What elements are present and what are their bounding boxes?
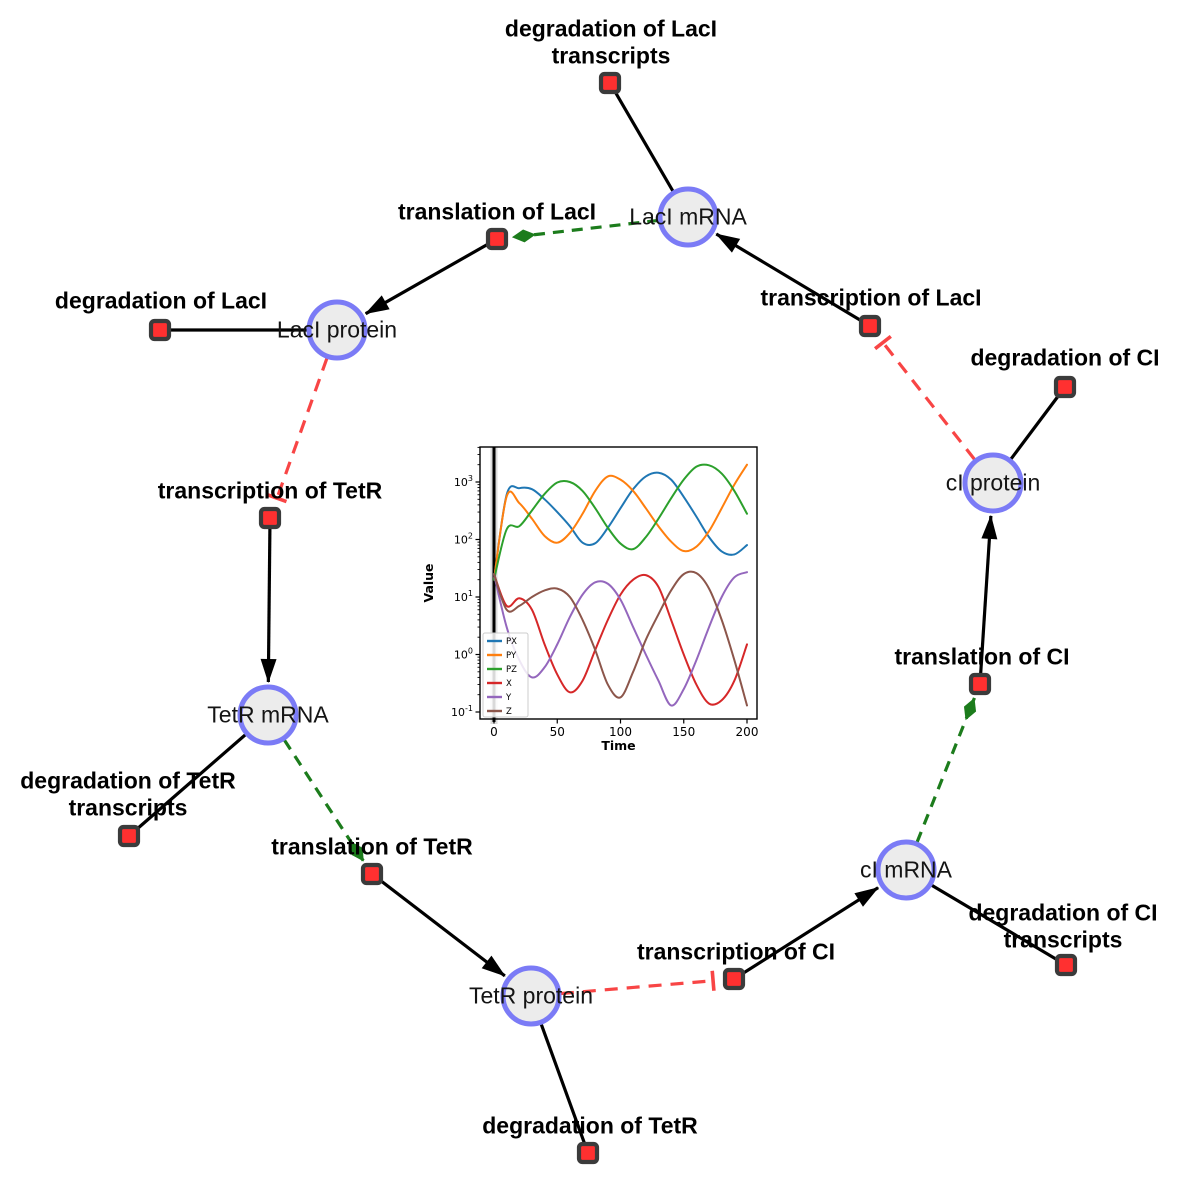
reaction-node-deg_cI_tr[interactable]: [1054, 953, 1078, 977]
node-layer: [117, 71, 1078, 1165]
x-tick-label: 50: [550, 725, 565, 739]
legend-label-Y: Y: [505, 693, 512, 703]
edge-inhibitor-cI_prot-transc_lacI: [873, 334, 976, 461]
x-tick-label: 0: [490, 725, 498, 739]
edge-modifier-cI_mRNA-transl_cI: [915, 697, 977, 843]
reaction-node-transc_cI[interactable]: [722, 967, 746, 991]
reaction-node-deg_tetR_tr[interactable]: [117, 824, 141, 848]
edge-product-transl_lacI-lacI_prot: [364, 237, 498, 316]
y-tick-label: 102: [454, 532, 473, 547]
edge-product-transc_lacI-lacI_mRNA: [715, 232, 871, 328]
edge-product-transc_cI-cI_mRNA: [733, 886, 879, 981]
series-line-PY: [493, 463, 748, 581]
edge-modifier-lacI_mRNA-transl_lacI: [511, 218, 659, 243]
species-node-lacI_mRNA[interactable]: [657, 186, 719, 248]
y-tick-label: 103: [454, 474, 473, 489]
legend-label-X: X: [506, 679, 512, 689]
x-tick-label: 150: [672, 725, 695, 739]
reaction-node-transl_tetR[interactable]: [360, 862, 384, 886]
legend-label-Z: Z: [506, 707, 512, 717]
x-axis-label: Time: [601, 738, 635, 753]
species-node-tetR_prot[interactable]: [500, 965, 562, 1027]
species-node-lacI_prot[interactable]: [306, 299, 368, 361]
reaction-node-deg_cI[interactable]: [1053, 375, 1077, 399]
species-node-cI_prot[interactable]: [962, 452, 1024, 514]
reaction-node-transc_lacI[interactable]: [858, 314, 882, 338]
edge-product-transl_cI-cI_prot: [978, 514, 998, 685]
edge-inhibitor-lacI_prot-transc_tetR: [267, 357, 329, 504]
series-line-Z: [493, 570, 748, 707]
edge-product-transl_tetR-tetR_prot: [371, 872, 506, 978]
inset-chart: 0 50 100 150 200 103 102 101 100 10-1 Time Value PX P…: [420, 438, 775, 770]
reaction-node-transl_cI[interactable]: [968, 672, 992, 696]
series-line-Y: [493, 571, 748, 707]
reaction-node-deg_tetR[interactable]: [576, 1141, 600, 1165]
x-tick-label: 200: [736, 725, 759, 739]
edge-reactant-tetR_mRNA-deg_tetR_tr: [127, 713, 270, 838]
series-line-X: [493, 573, 748, 706]
edge-modifier-tetR_mRNA-transl_tetR: [283, 739, 366, 863]
y-tick-label: 10-1: [451, 704, 473, 719]
species-node-tetR_mRNA[interactable]: [237, 684, 299, 746]
edge-reactant-cI_mRNA-deg_cI_tr: [905, 868, 1067, 967]
x-tick-label: 100: [609, 725, 632, 739]
edge-product-transc_tetR-tetR_mRNA: [260, 517, 277, 684]
reaction-node-transl_lacI[interactable]: [485, 227, 509, 251]
reaction-node-deg_lacI_tr[interactable]: [598, 71, 622, 95]
reaction-node-deg_lacI[interactable]: [148, 318, 172, 342]
y-tick-label: 100: [454, 647, 473, 662]
legend-label-PZ: PZ: [506, 665, 517, 675]
legend-label-PX: PX: [506, 637, 517, 647]
edge-inhibitor-tetR_prot-transc_cI: [560, 970, 716, 996]
species-node-cI_mRNA[interactable]: [875, 839, 937, 901]
series-line-PX: [493, 471, 748, 581]
y-tick-label: 101: [454, 589, 473, 604]
reaction-node-transc_tetR[interactable]: [258, 506, 282, 530]
y-axis-label: Value: [421, 563, 436, 602]
series-line-PZ: [493, 463, 748, 581]
chart-svg: 0 50 100 150 200 103 102 101 100 10-1 Time Value PX P…: [421, 446, 759, 753]
legend-label-PY: PY: [506, 651, 517, 661]
